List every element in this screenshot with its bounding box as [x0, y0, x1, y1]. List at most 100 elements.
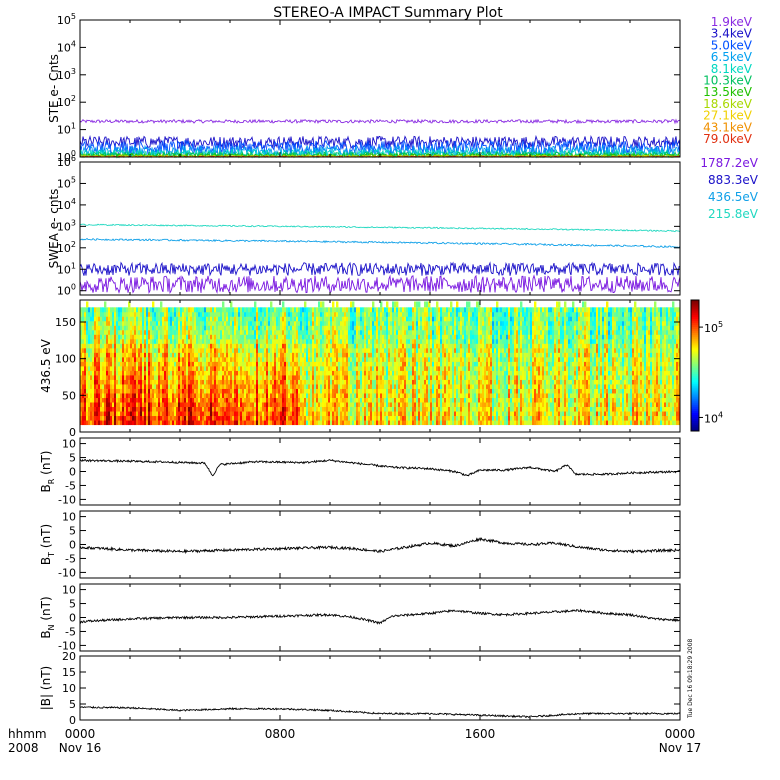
pad-cell: [412, 329, 415, 335]
pad-cell: [234, 347, 237, 353]
pad-cell: [278, 338, 281, 344]
pad-cell: [264, 361, 267, 367]
pad-cell: [204, 352, 207, 358]
pad-cell: [262, 406, 265, 412]
pad-cell: [248, 329, 251, 335]
pad-cell: [280, 375, 283, 380]
pad-cell: [410, 329, 413, 335]
pad-cell: [162, 311, 165, 317]
pad-cell: [116, 366, 119, 371]
pad-cell: [146, 361, 149, 367]
pad-cell: [376, 338, 379, 344]
pad-cell: [204, 329, 207, 335]
pad-cell: [252, 406, 255, 412]
pad-cell: [146, 347, 149, 353]
pad-cell: [242, 356, 245, 362]
pad-cell: [338, 334, 341, 340]
pad-cell: [290, 329, 293, 335]
pad-cell: [266, 415, 269, 421]
pad-cell: [244, 415, 247, 421]
pad-cell: [216, 361, 219, 367]
pad-cell: [88, 356, 91, 362]
pad-cell: [280, 420, 283, 426]
pad-cell: [414, 316, 417, 322]
pad-cell: [404, 311, 407, 317]
pad-cell: [332, 325, 335, 331]
pad-cell: [412, 343, 415, 349]
pad-cell: [250, 388, 253, 394]
pad-cell: [82, 347, 85, 353]
pad-cell: [410, 379, 413, 385]
pad-cell: [358, 415, 361, 421]
pad-cell: [280, 356, 283, 362]
pad-cell: [442, 420, 445, 426]
pad-cell: [434, 388, 437, 394]
pad-cell: [452, 379, 455, 385]
pad-cell: [182, 338, 185, 344]
pad-cell: [274, 347, 277, 353]
pad-cell: [430, 320, 433, 326]
pad-cell: [194, 420, 197, 426]
pad-cell: [292, 343, 295, 349]
pad-cell: [444, 347, 447, 353]
pad-cell: [398, 316, 401, 322]
pad-cell: [322, 388, 325, 394]
pad-cell: [110, 311, 113, 317]
pad-cell: [230, 393, 233, 398]
pad-cell: [190, 334, 193, 340]
pad-cell: [330, 352, 333, 358]
pad-cell: [320, 406, 323, 412]
pad-cell: [212, 411, 215, 417]
pad-cell: [168, 361, 171, 367]
pad-cell: [402, 370, 405, 376]
pad-cell: [328, 384, 331, 389]
pad-cell: [340, 338, 343, 344]
pad-cell: [408, 343, 411, 349]
pad-cell: [162, 329, 165, 335]
pad-cell: [214, 393, 217, 398]
pad-cell: [176, 361, 179, 367]
pad-cell: [340, 347, 343, 353]
pad-cell: [252, 402, 255, 408]
pad-cell: [366, 334, 369, 340]
pad-cell: [418, 384, 421, 389]
pad-cell: [348, 320, 351, 326]
pad-cell: [234, 379, 237, 385]
pad-cell: [270, 375, 273, 380]
pad-cell: [416, 311, 419, 317]
pad-cell: [120, 366, 123, 371]
pad-cell: [268, 352, 271, 358]
pad-cell: [284, 379, 287, 385]
pad-cell: [446, 375, 449, 380]
pad-cell: [434, 393, 437, 398]
pad-cell: [372, 325, 375, 331]
pad-cell: [272, 366, 275, 371]
pad-cell: [98, 329, 101, 335]
pad-cell: [416, 366, 419, 371]
pad-cell: [288, 366, 291, 371]
pad-cell: [88, 316, 91, 322]
pad-cell: [384, 356, 387, 362]
pad-cell: [158, 406, 161, 412]
pad-cell: [100, 420, 103, 426]
pad-cell: [134, 415, 137, 421]
pad-cell: [232, 311, 235, 317]
pad-cell: [186, 361, 189, 367]
pad-cell: [408, 334, 411, 340]
pad-cell: [338, 307, 341, 313]
pad-cell: [90, 420, 93, 426]
pad-cell: [182, 361, 185, 367]
pad-cell: [370, 343, 373, 349]
pad-cell: [236, 370, 239, 376]
pad-cell: [150, 311, 153, 317]
pad-cell: [236, 375, 239, 380]
pad-cell: [360, 397, 363, 403]
pad-cell: [238, 411, 241, 417]
pad-cell: [350, 370, 353, 376]
pad-cell: [332, 384, 335, 389]
pad-cell: [286, 384, 289, 389]
pad-cell: [436, 311, 439, 317]
pad-cell: [328, 415, 331, 421]
pad-cell: [450, 334, 453, 340]
pad-cell: [432, 307, 435, 313]
